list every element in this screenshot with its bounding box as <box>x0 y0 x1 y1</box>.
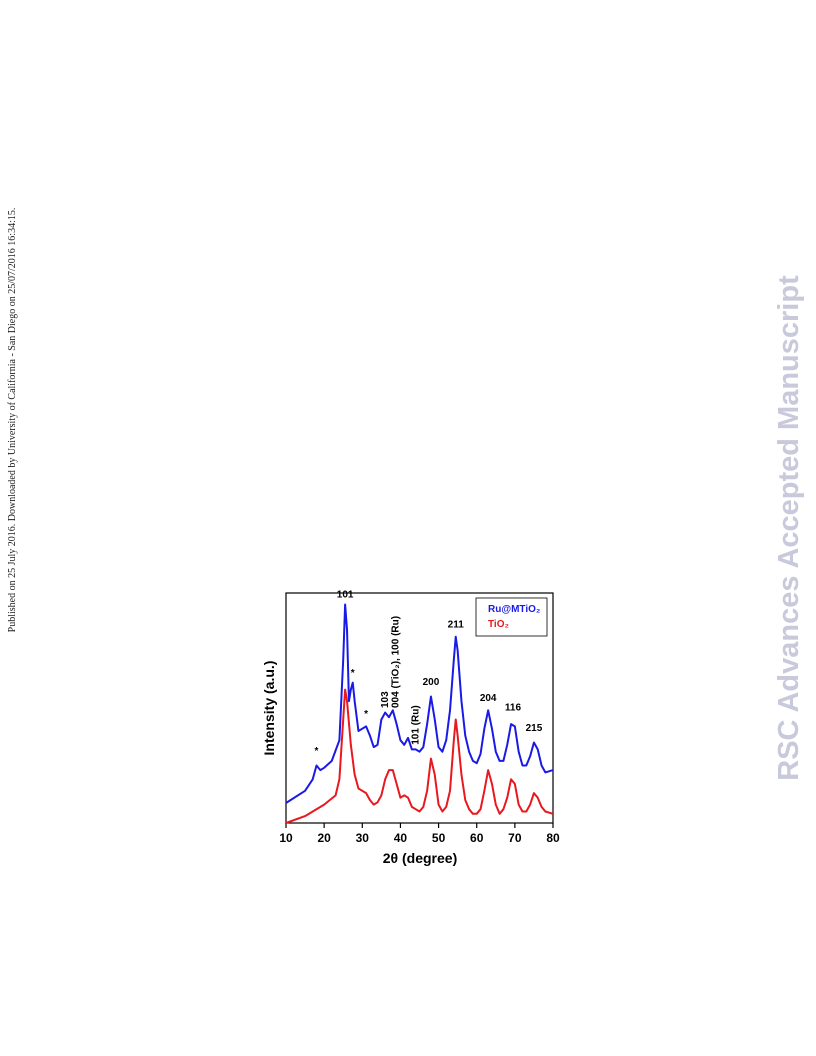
x-axis-label: 2θ (degree) <box>383 850 457 866</box>
x-tick-label: 50 <box>432 831 446 845</box>
x-tick-label: 60 <box>470 831 484 845</box>
watermark: RSC Advances Accepted Manuscript <box>773 275 805 781</box>
peak-label: 101 <box>337 590 354 601</box>
peak-label: * <box>364 709 368 720</box>
plot-frame <box>285 592 554 824</box>
peak-label: 116 <box>505 702 522 713</box>
peak-label: 103 <box>380 691 391 708</box>
x-tick-label: 40 <box>394 831 408 845</box>
series-line <box>285 603 554 804</box>
series-line <box>285 688 554 824</box>
x-tick-label: 10 <box>279 831 293 845</box>
peak-label: 101 (Ru) <box>411 705 422 744</box>
peak-label: 215 <box>526 723 543 734</box>
peak-label: 204 <box>480 693 497 704</box>
x-tick-label: 30 <box>356 831 370 845</box>
legend-entry: Ru@MTiO₂ <box>488 604 540 615</box>
peak-label: 211 <box>448 620 465 631</box>
x-tick-label: 80 <box>546 831 560 845</box>
legend-entry: TiO₂ <box>488 619 509 630</box>
sidebar: Published on 25 July 2016. Downloaded by… <box>7 208 18 633</box>
x-tick-label: 70 <box>508 831 522 845</box>
peak-label: * <box>351 668 355 679</box>
peak-label: 200 <box>423 677 440 688</box>
x-tick-label: 20 <box>317 831 331 845</box>
peak-label: 004 (TiO₂), 100 (Ru) <box>390 616 401 708</box>
legend-box <box>475 597 548 637</box>
peak-label: * <box>315 746 319 757</box>
y-axis-label: Intensity (a.u.) <box>261 661 277 756</box>
